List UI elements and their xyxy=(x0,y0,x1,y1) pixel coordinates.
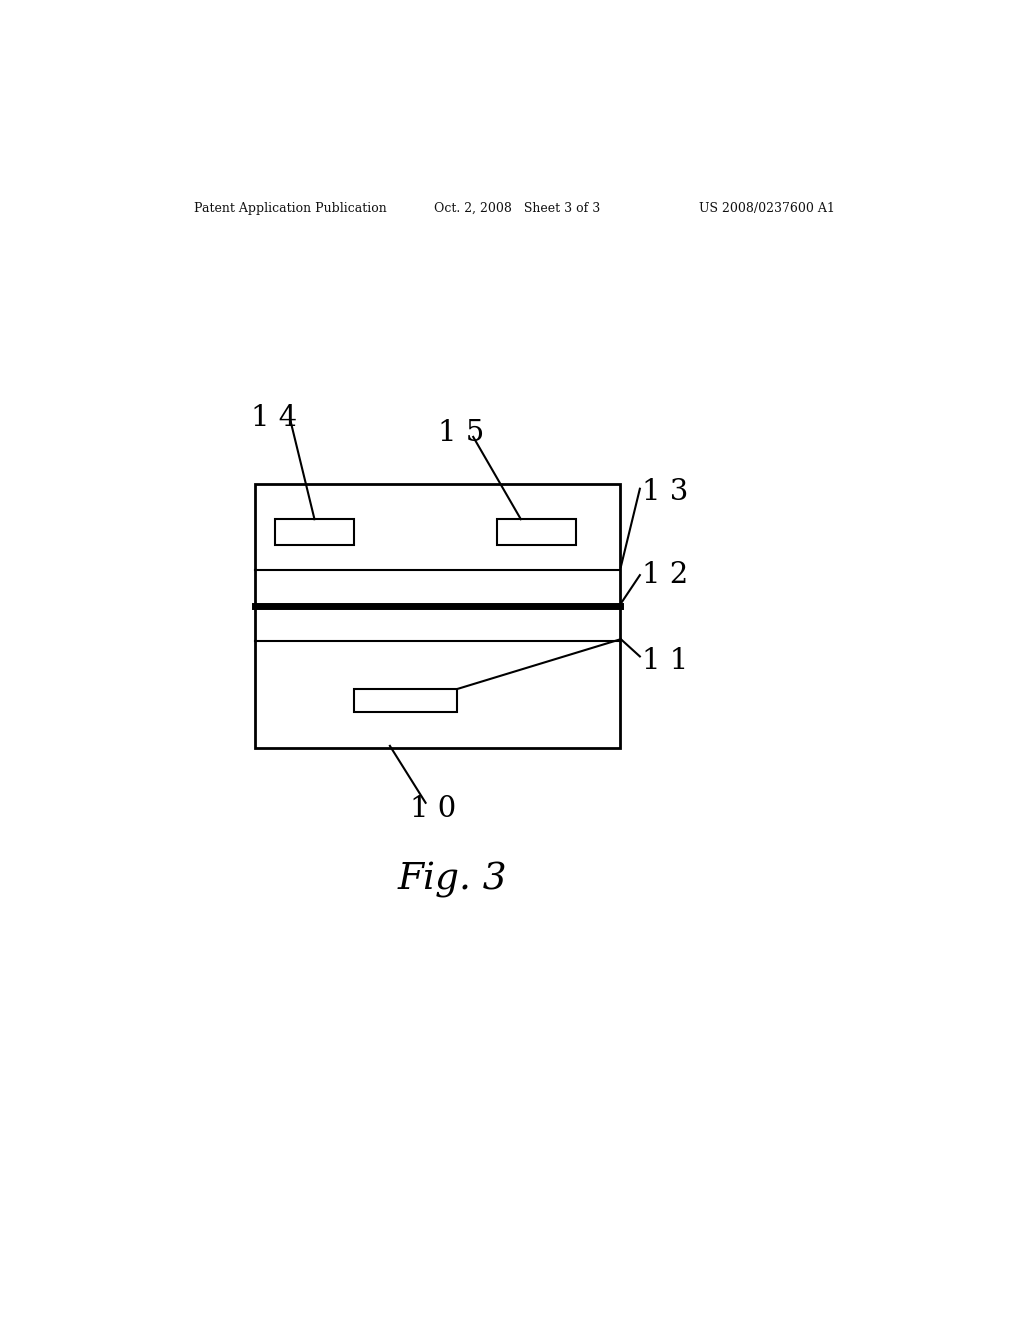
Bar xyxy=(354,689,458,713)
Text: US 2008/0237600 A1: US 2008/0237600 A1 xyxy=(699,202,836,215)
Text: 1 0: 1 0 xyxy=(410,795,456,822)
Bar xyxy=(497,519,577,545)
Text: 1 1: 1 1 xyxy=(642,647,688,675)
Text: 1 4: 1 4 xyxy=(251,404,297,432)
Text: Oct. 2, 2008   Sheet 3 of 3: Oct. 2, 2008 Sheet 3 of 3 xyxy=(433,202,600,215)
Bar xyxy=(274,519,354,545)
Text: Patent Application Publication: Patent Application Publication xyxy=(194,202,387,215)
Text: 1 5: 1 5 xyxy=(437,418,483,447)
Text: 1 2: 1 2 xyxy=(642,561,688,589)
Text: Fig. 3: Fig. 3 xyxy=(397,862,508,898)
Text: 1 3: 1 3 xyxy=(642,478,688,506)
Bar xyxy=(255,483,620,748)
